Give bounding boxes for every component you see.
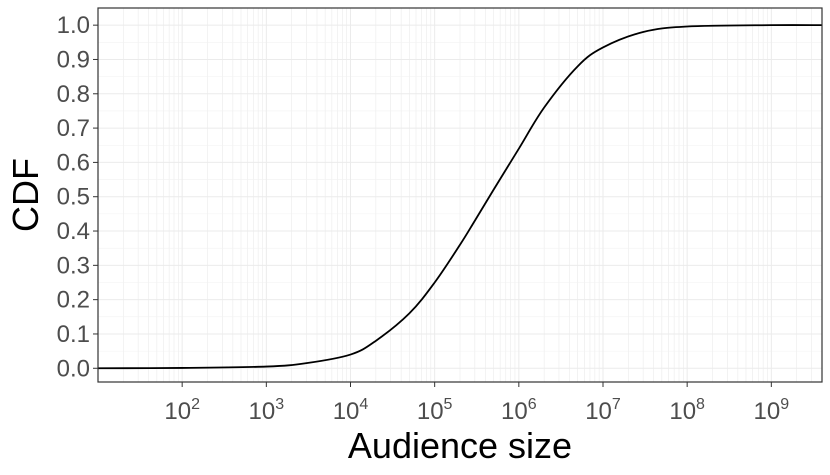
y-tick-label: 0.6 — [57, 149, 90, 176]
x-tick-label: 105 — [417, 396, 453, 425]
x-tick-label: 108 — [669, 396, 705, 425]
x-axis-title: Audience size — [348, 425, 572, 466]
y-axis: 0.0 0.1 0.2 0.3 0.4 0.5 0.6 0.7 0.8 0.9 1.0 — [57, 12, 98, 382]
y-tick-label: 0.5 — [57, 184, 90, 211]
x-tick-label: 104 — [333, 396, 369, 425]
x-tick-label: 103 — [249, 396, 285, 425]
x-axis: 102 103 104 105 106 107 108 109 — [164, 382, 789, 425]
x-tick-label: 106 — [501, 396, 537, 425]
y-tick-label: 0.0 — [57, 355, 90, 382]
y-tick-label: 0.1 — [57, 321, 90, 348]
grid-lines — [98, 8, 822, 382]
y-tick-label: 0.2 — [57, 287, 90, 314]
y-tick-label: 0.7 — [57, 115, 90, 142]
x-tick-label: 102 — [164, 396, 200, 425]
cdf-series-line — [97, 24, 823, 370]
x-tick-label: 109 — [754, 396, 790, 425]
y-tick-label: 0.9 — [57, 46, 90, 73]
plot-panel-border — [97, 7, 823, 383]
x-tick-label: 107 — [585, 396, 621, 425]
y-tick-label: 0.4 — [57, 218, 90, 245]
y-axis-title: CDF — [5, 158, 46, 232]
y-tick-label: 0.8 — [57, 81, 90, 108]
y-tick-label: 0.3 — [57, 252, 90, 279]
y-tick-label: 1.0 — [57, 12, 90, 39]
series-lines — [97, 24, 823, 370]
